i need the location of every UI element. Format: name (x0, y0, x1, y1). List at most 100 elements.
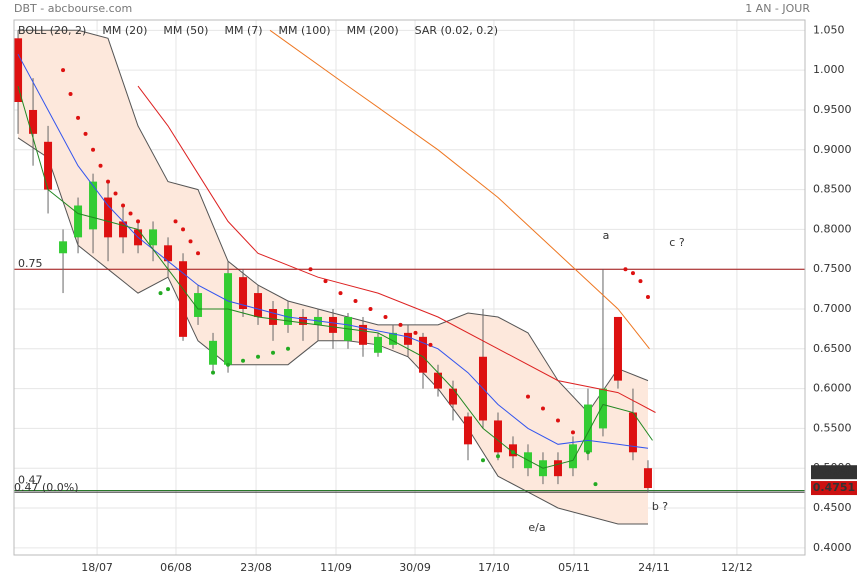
candle-body (14, 38, 23, 103)
legend-entry: SAR (0.02, 0.2) (415, 24, 498, 37)
sar-dot (495, 454, 500, 459)
sar-dot (61, 68, 66, 73)
candle-body (149, 229, 158, 246)
sar-dot (593, 482, 598, 487)
candle-body (374, 336, 383, 353)
sar-dot (338, 291, 343, 296)
candle-body (628, 412, 637, 453)
plot-area (14, 29, 805, 525)
sar-dot (555, 418, 560, 423)
sar-dot (638, 279, 643, 284)
sar-dot (623, 267, 628, 272)
sar-dot (383, 314, 388, 319)
sar-dot (540, 406, 545, 411)
sar-dot (241, 358, 246, 363)
sar-dot (525, 394, 530, 399)
y-tick-label: 0.8000 (813, 222, 852, 235)
candle-body (44, 141, 53, 190)
y-tick-label: 0.4500 (813, 501, 852, 514)
sar-dot (166, 287, 171, 292)
candle-body (553, 460, 562, 477)
candle-body (269, 308, 278, 325)
candle-body (74, 205, 83, 238)
x-tick-label: 24/11 (638, 561, 670, 574)
moving-average (269, 29, 650, 350)
sar-dot (271, 350, 276, 355)
annotation: a (603, 229, 610, 242)
sar-dot (91, 147, 96, 152)
sar-dot (136, 219, 141, 224)
sar-dot (570, 430, 575, 435)
sar-dot (308, 267, 313, 272)
candle-body (404, 332, 413, 345)
sar-dot (196, 251, 201, 256)
y-tick-label: 0.5500 (813, 421, 852, 434)
candle-body (613, 316, 622, 381)
sar-dot (630, 271, 635, 276)
annotation: b ? (652, 500, 668, 513)
x-tick-label: 30/09 (399, 561, 431, 574)
candle-body (493, 420, 502, 453)
annotation: c ? (669, 236, 685, 249)
sar-dot (428, 342, 433, 347)
level-label: 0.47 (18, 474, 43, 487)
candle-body (29, 109, 38, 134)
candle-body (104, 197, 113, 238)
candle-body (224, 273, 233, 365)
sar-dot (480, 458, 485, 463)
annotation: e/a (528, 521, 545, 534)
sar-dot (226, 362, 231, 367)
y-tick-label: 0.6000 (813, 382, 852, 395)
candle-body (583, 404, 592, 453)
candle-body (359, 324, 368, 345)
sar-dot (368, 306, 373, 311)
chart-title: DBT - abcbourse.com (14, 2, 132, 15)
sar-dot (645, 295, 650, 300)
sar-dot (68, 92, 73, 97)
y-tick-label: 1.000 (813, 63, 845, 76)
candle-body (119, 221, 128, 238)
y-tick-label: 0.7000 (813, 302, 852, 315)
legend-entry: MM (20) (102, 24, 147, 37)
y-tick-label: 0.9000 (813, 143, 852, 156)
sar-dot (121, 203, 126, 208)
candle-body (194, 293, 203, 317)
sar-dot (510, 450, 515, 455)
level-label: 0.47 (0.0%) (14, 481, 79, 494)
sar-dot (83, 131, 88, 136)
moving-average (17, 53, 649, 449)
candle-body (598, 388, 607, 429)
axes: 0.40000.45000.50000.55000.60000.65000.70… (14, 23, 857, 574)
x-tick-label: 18/07 (81, 561, 113, 574)
legend-entry: BOLL (20, 2) (18, 24, 86, 37)
candle-body (209, 340, 218, 365)
candle-body (239, 277, 248, 309)
moving-average (137, 85, 656, 413)
price-marker-label: 0.4950 (813, 465, 856, 478)
plot-frame (13, 19, 806, 556)
y-tick-label: 0.7500 (813, 262, 852, 275)
x-tick-label: 17/10 (478, 561, 510, 574)
sar-dot (106, 179, 111, 184)
sar-dot (323, 279, 328, 284)
price-marker (811, 481, 857, 496)
legend-entry: MM (7) (224, 24, 262, 37)
x-tick-label: 05/11 (558, 561, 590, 574)
sar-dot (286, 346, 291, 351)
price-marker-label: 0.4751 (813, 481, 855, 494)
candle-body (329, 316, 338, 333)
sar-dot (413, 330, 418, 335)
sar-dot (173, 219, 178, 224)
moving-average (17, 85, 653, 469)
candle-body (254, 293, 263, 317)
candle-body (299, 316, 308, 325)
legend-entry: MM (100) (279, 24, 331, 37)
y-tick-label: 1.050 (813, 23, 845, 36)
candle-body (448, 388, 457, 405)
candle-body (418, 336, 427, 373)
candle-body (389, 332, 398, 345)
sar-dot (98, 163, 103, 168)
sar-dot (181, 227, 186, 232)
x-tick-label: 11/09 (320, 561, 352, 574)
